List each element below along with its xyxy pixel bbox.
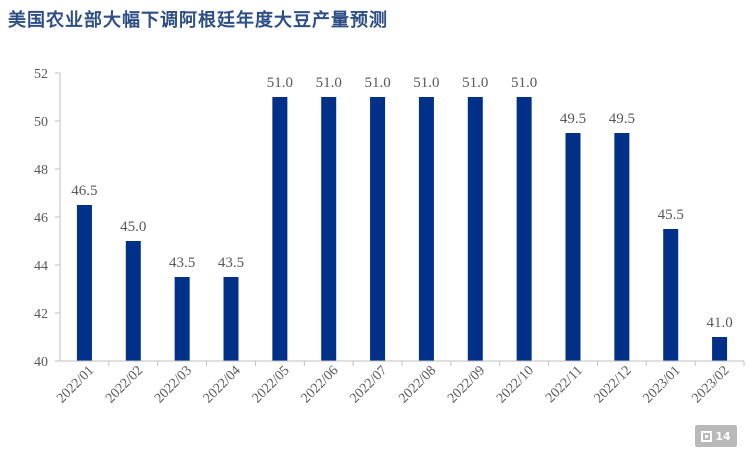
data-label: 41.0	[706, 315, 732, 331]
data-label: 51.0	[316, 75, 342, 91]
bar	[125, 241, 141, 361]
x-tick-label: 2022/02	[103, 363, 146, 406]
bar	[467, 97, 483, 361]
bar	[321, 97, 337, 361]
data-label: 43.5	[218, 255, 244, 271]
bar	[418, 97, 434, 361]
y-tick-label: 48	[34, 163, 48, 178]
x-tick-label: 2022/05	[250, 363, 293, 406]
qr-icon	[701, 430, 713, 442]
data-label: 51.0	[267, 75, 293, 91]
bar	[223, 277, 239, 361]
x-tick-label: 2022/10	[494, 363, 537, 406]
x-axis: 2022/01 2022/02 2022/03 2022/04 2022/05 2022/…	[54, 360, 745, 406]
x-tick-label: 2022/04	[201, 363, 244, 406]
data-label: 51.0	[462, 75, 488, 91]
y-tick-label: 46	[34, 211, 48, 226]
watermark-text: 14	[715, 429, 731, 443]
bar	[663, 229, 679, 361]
x-tick-label: 2022/08	[396, 363, 439, 406]
data-label: 46.5	[71, 183, 97, 199]
bar	[272, 97, 288, 361]
y-tick-label: 44	[34, 259, 48, 274]
y-tick-label: 52	[34, 67, 48, 82]
y-tick-label: 42	[34, 307, 48, 322]
data-label: 51.0	[413, 75, 439, 91]
x-tick-label: 2023/02	[689, 363, 732, 406]
x-tick-label: 2022/06	[298, 363, 341, 406]
x-tick-label: 2022/09	[445, 363, 488, 406]
bar	[76, 205, 92, 361]
data-label: 43.5	[169, 255, 195, 271]
data-label: 51.0	[511, 75, 537, 91]
bar	[712, 337, 728, 361]
data-labels: 46.5 45.0 43.5 43.5 51.0 51.0 51.0 51.0 51.0 51.0…	[71, 75, 732, 331]
x-tick-label: 2022/03	[152, 363, 195, 406]
x-tick-label: 2022/01	[54, 363, 97, 406]
x-tick-label: 2022/12	[592, 363, 635, 406]
bar	[174, 277, 190, 361]
bars	[76, 97, 728, 361]
bar	[516, 97, 532, 361]
data-label: 49.5	[609, 111, 635, 127]
y-axis: 40 42 44 46 48 50 52	[34, 67, 61, 370]
chart-title: 美国农业部大幅下调阿根廷年度大豆产量预测	[8, 10, 388, 31]
x-tick-label: 2023/01	[640, 363, 683, 406]
bar	[565, 133, 581, 361]
bar	[370, 97, 386, 361]
data-label: 45.0	[120, 219, 146, 235]
data-label: 49.5	[560, 111, 586, 127]
x-tick-label: 2022/07	[347, 363, 390, 406]
y-tick-label: 50	[34, 115, 48, 130]
y-tick-label: 40	[34, 355, 48, 370]
watermark-badge: 14	[695, 425, 737, 447]
bar	[614, 133, 630, 361]
x-tick-label: 2022/11	[543, 363, 586, 406]
data-label: 51.0	[364, 75, 390, 91]
data-label: 45.5	[658, 207, 684, 223]
